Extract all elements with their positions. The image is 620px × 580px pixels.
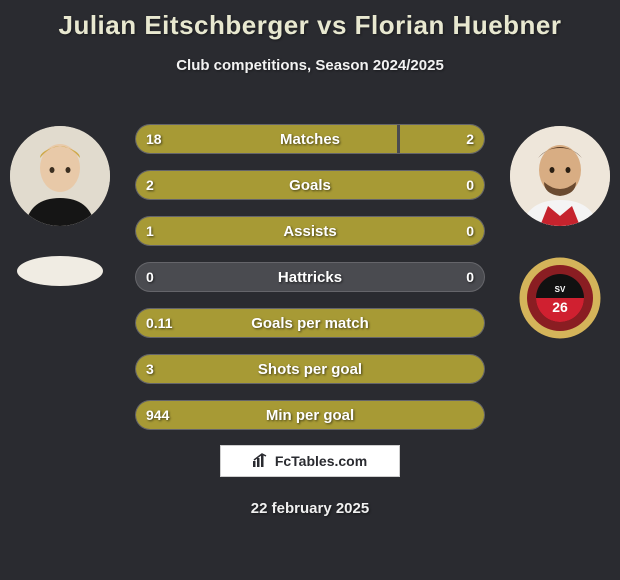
stat-bar: 0.11 Goals per match xyxy=(135,308,485,338)
stat-bar: 18 2 Matches xyxy=(135,124,485,154)
stat-value-left: 2 xyxy=(146,177,154,193)
stat-label: Matches xyxy=(280,131,340,148)
club-left-placeholder xyxy=(17,256,103,286)
player-left-avatar xyxy=(10,126,110,226)
date-text: 22 february 2025 xyxy=(251,500,369,517)
stat-bar: 944 Min per goal xyxy=(135,400,485,430)
watermark: FcTables.com xyxy=(220,445,400,477)
chart-icon xyxy=(253,453,269,470)
stat-label: Goals xyxy=(289,177,331,194)
subtitle: Club competitions, Season 2024/2025 xyxy=(0,57,620,74)
right-column: SV 26 xyxy=(510,126,610,340)
stat-label: Min per goal xyxy=(266,407,354,424)
left-column xyxy=(10,126,110,286)
stat-bar: 2 0 Goals xyxy=(135,170,485,200)
stat-value-right: 0 xyxy=(466,177,474,193)
stat-value-right: 2 xyxy=(466,131,474,147)
stat-label: Assists xyxy=(283,223,336,240)
stat-bar: 3 Shots per goal xyxy=(135,354,485,384)
stats-bars: 18 2 Matches 2 0 Goals 1 0 Assists 0 0 Hattricks 0.1… xyxy=(135,124,485,446)
stat-value-left: 944 xyxy=(146,407,169,423)
stat-value-left: 18 xyxy=(146,131,162,147)
svg-text:26: 26 xyxy=(552,299,568,315)
stat-label: Hattricks xyxy=(278,269,342,286)
stat-value-left: 0 xyxy=(146,269,154,285)
stat-value-left: 0.11 xyxy=(146,315,172,331)
stat-bar: 1 0 Assists xyxy=(135,216,485,246)
club-right-crest: SV 26 xyxy=(518,256,602,340)
person-icon xyxy=(510,126,610,226)
player-right-avatar xyxy=(510,126,610,226)
crest-icon: SV 26 xyxy=(518,256,602,340)
fill-left xyxy=(136,125,397,153)
stat-value-left: 3 xyxy=(146,361,154,377)
stat-value-left: 1 xyxy=(146,223,154,239)
stat-label: Goals per match xyxy=(251,315,369,332)
page-title: Julian Eitschberger vs Florian Huebner xyxy=(0,0,620,41)
person-icon xyxy=(10,126,110,226)
stat-bar: 0 0 Hattricks xyxy=(135,262,485,292)
stat-value-right: 0 xyxy=(466,223,474,239)
svg-text:SV: SV xyxy=(555,285,566,294)
watermark-text: FcTables.com xyxy=(275,453,367,469)
stat-label: Shots per goal xyxy=(258,361,362,378)
stat-value-right: 0 xyxy=(466,269,474,285)
